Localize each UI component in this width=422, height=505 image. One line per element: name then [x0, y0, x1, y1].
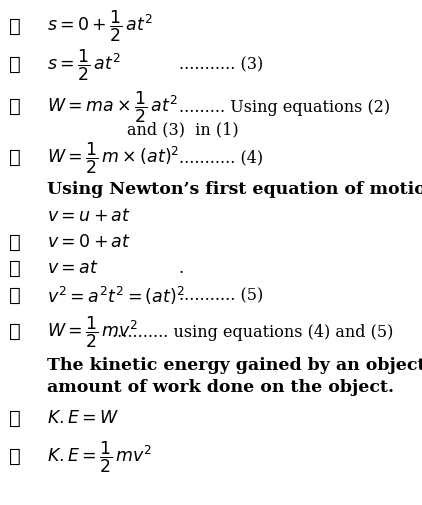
Text: $W = \dfrac{1}{2}\,m \times (at)^2$: $W = \dfrac{1}{2}\,m \times (at)^2$: [47, 140, 179, 176]
Text: amount of work done on the object.: amount of work done on the object.: [47, 379, 394, 396]
Text: ∴: ∴: [9, 149, 21, 167]
Text: ∴: ∴: [9, 18, 21, 36]
Text: ........... using equations (4) and (5): ........... using equations (4) and (5): [112, 324, 393, 340]
Text: $W = ma \times \dfrac{1}{2}\,at^2$: $W = ma \times \dfrac{1}{2}\,at^2$: [47, 89, 178, 125]
Text: $v = at$: $v = at$: [47, 260, 99, 277]
Text: ∴: ∴: [9, 56, 21, 74]
Text: $K.E = W$: $K.E = W$: [47, 411, 119, 427]
Text: ......... Using equations (2): ......... Using equations (2): [179, 98, 390, 116]
Text: ∴: ∴: [9, 410, 21, 428]
Text: $W = \dfrac{1}{2}\,mv^2$: $W = \dfrac{1}{2}\,mv^2$: [47, 314, 138, 350]
Text: The kinetic energy gained by an object is the: The kinetic energy gained by an object i…: [47, 358, 422, 374]
Text: ∴: ∴: [9, 260, 21, 277]
Text: ∴: ∴: [9, 98, 21, 116]
Text: $K.E = \dfrac{1}{2}\,mv^2$: $K.E = \dfrac{1}{2}\,mv^2$: [47, 439, 152, 475]
Text: ........... (5): ........... (5): [179, 287, 263, 305]
Text: .: .: [179, 260, 271, 277]
Text: ∴: ∴: [9, 448, 21, 466]
Text: ........... (3): ........... (3): [179, 57, 263, 73]
Text: ∴: ∴: [9, 234, 21, 251]
Text: $v = u + at$: $v = u + at$: [47, 208, 131, 225]
Text: $s = \dfrac{1}{2}\,at^2$: $s = \dfrac{1}{2}\,at^2$: [47, 47, 121, 83]
Text: Using Newton’s first equation of motion: Using Newton’s first equation of motion: [47, 181, 422, 197]
Text: ........... (4): ........... (4): [179, 150, 263, 167]
Text: and (3)  in (1): and (3) in (1): [127, 121, 238, 138]
Text: ∴: ∴: [9, 323, 21, 341]
Text: ∴: ∴: [9, 287, 21, 305]
Text: $s = 0 + \dfrac{1}{2}\,at^2$: $s = 0 + \dfrac{1}{2}\,at^2$: [47, 9, 153, 44]
Text: $v^2 = a^2t^2 = (at)^2$: $v^2 = a^2t^2 = (at)^2$: [47, 285, 185, 307]
Text: $v = 0 + at$: $v = 0 + at$: [47, 234, 131, 251]
